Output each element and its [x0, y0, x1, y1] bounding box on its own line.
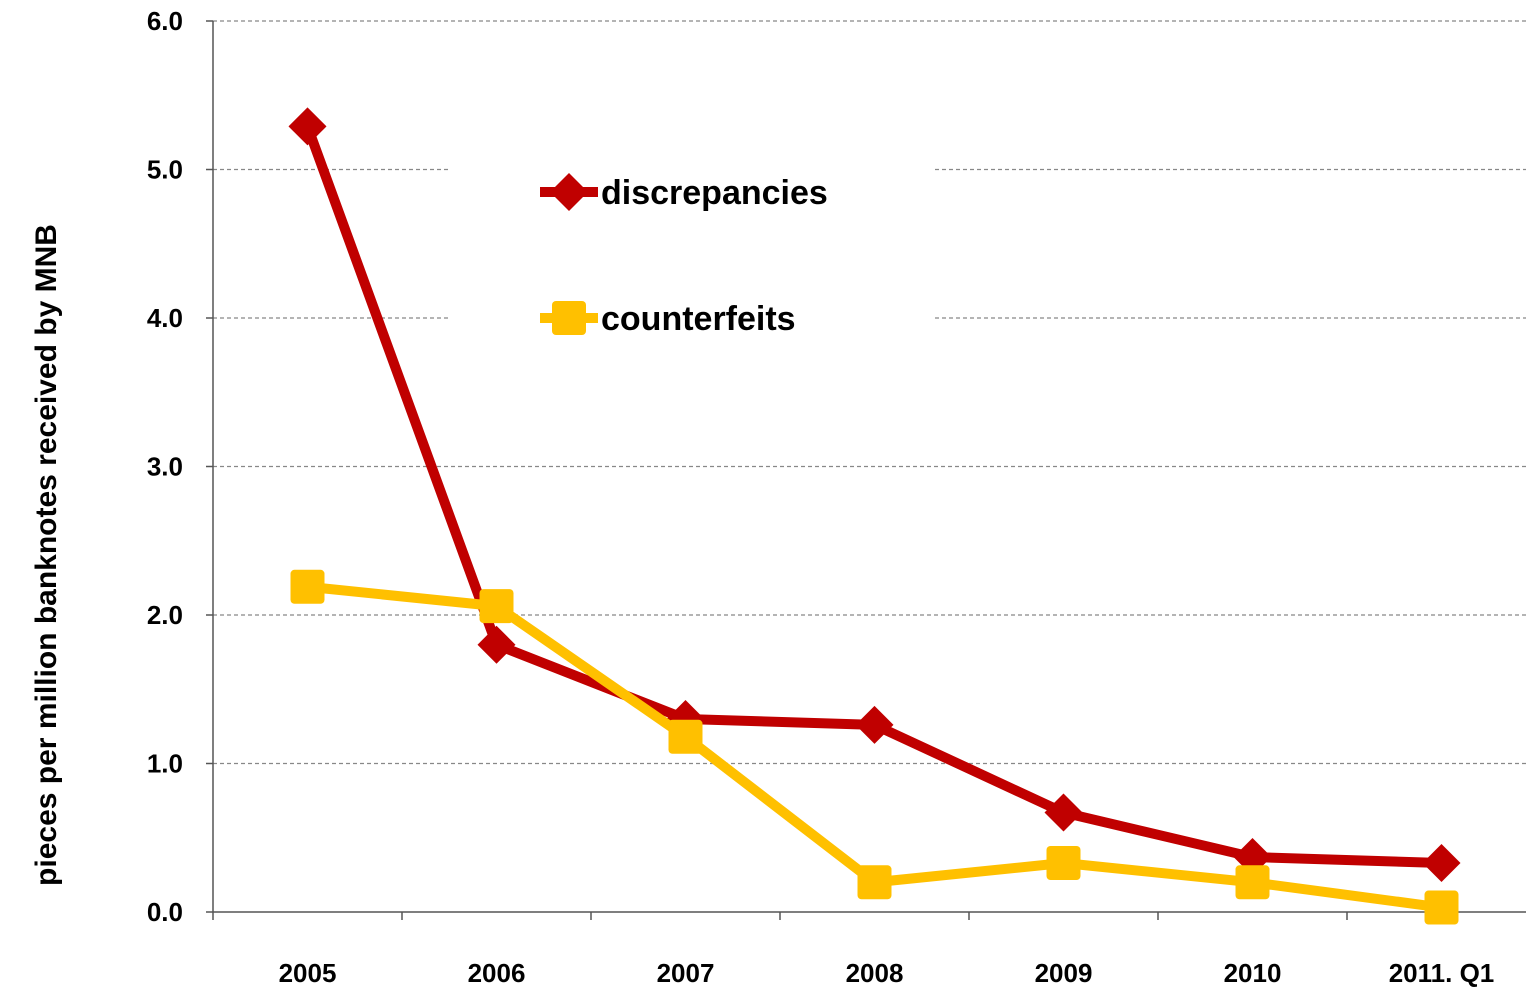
discrepancies-point: [288, 107, 327, 146]
x-tick-label: 2011. Q1: [1389, 958, 1495, 988]
y-tick-label: 4.0: [147, 303, 183, 333]
y-tick-label: 3.0: [147, 452, 183, 482]
legend-label: counterfeits: [601, 300, 796, 338]
x-tick-label: 2008: [846, 958, 904, 988]
counterfeits-point: [479, 589, 514, 624]
discrepancies-point: [477, 625, 516, 664]
y-tick-label: 6.0: [147, 6, 183, 36]
y-tick-label: 0.0: [147, 897, 183, 927]
y-axis-title: pieces per million banknotes received by…: [30, 224, 63, 886]
legend-marker: [552, 301, 586, 335]
discrepancies-point: [1422, 843, 1461, 882]
legend-marker: [550, 173, 588, 211]
series-counterfeits: [290, 569, 1459, 925]
legend-label: discrepancies: [601, 174, 828, 212]
counterfeits-point: [857, 865, 892, 900]
series-lines: [288, 107, 1461, 925]
x-tick-label: 2009: [1035, 958, 1093, 988]
legend-item-discrepancies: discrepancies: [540, 173, 828, 212]
counterfeits-point: [1046, 845, 1081, 880]
legend-item-counterfeits: counterfeits: [540, 300, 796, 338]
x-tick-label: 2007: [657, 958, 715, 988]
discrepancies-point: [855, 705, 894, 744]
y-axis-ticks: 0.0 1.0 2.0 3.0 4.0 5.0 6.0: [147, 6, 213, 927]
x-axis-ticks: 2005 2006 2007 2008 2009 2010 2011. Q1: [212, 912, 1495, 988]
y-tick-label: 2.0: [147, 600, 183, 630]
x-tick-label: 2005: [279, 958, 337, 988]
discrepancies-point: [1044, 793, 1083, 832]
counterfeits-point: [290, 569, 325, 604]
y-tick-label: 5.0: [147, 155, 183, 185]
x-tick-label: 2006: [468, 958, 526, 988]
series-discrepancies: [288, 107, 1461, 882]
legend: discrepancies counterfeits: [540, 173, 828, 338]
counterfeits-point: [1424, 890, 1459, 925]
counterfeits-point: [1235, 865, 1270, 900]
y-tick-label: 1.0: [147, 749, 183, 779]
grid-lines: [213, 20, 1526, 765]
series-line-discrepancies: [302, 124, 1442, 868]
counterfeits-point: [668, 719, 703, 754]
x-tick-label: 2010: [1224, 958, 1282, 988]
